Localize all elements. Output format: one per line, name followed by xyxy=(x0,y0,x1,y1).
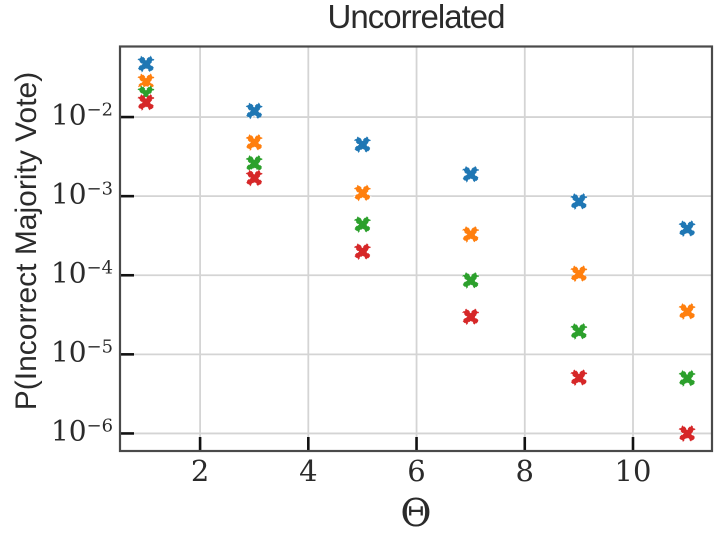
marker-series-red-theta-5 xyxy=(353,242,372,261)
marker-series-red-theta-1 xyxy=(136,92,156,112)
marker-series-green-theta-3 xyxy=(244,154,264,173)
x-tick-label: 6 xyxy=(407,454,426,488)
marker-series-blue-theta-3 xyxy=(244,101,264,121)
y-tick-label: 10−4 xyxy=(50,256,113,290)
marker-series-blue-theta-7 xyxy=(461,164,480,184)
chart-title: Uncorrelated xyxy=(327,0,506,35)
x-tick-label: 8 xyxy=(515,454,534,488)
marker-series-blue-theta-9 xyxy=(569,192,589,211)
marker-series-green-theta-5 xyxy=(353,215,372,234)
marker-series-green-theta-11 xyxy=(677,368,697,388)
marker-series-orange-theta-9 xyxy=(569,264,589,283)
marker-series-red-theta-9 xyxy=(569,368,589,387)
plot-border xyxy=(118,45,714,453)
y-axis-label: P(Incorrect Majority Vote) xyxy=(10,71,43,411)
x-tick-label: 2 xyxy=(190,454,210,488)
marker-series-blue-theta-1 xyxy=(136,54,156,74)
marker-series-blue-theta-5 xyxy=(353,135,372,154)
marker-series-orange-theta-3 xyxy=(244,132,264,152)
marker-series-green-theta-9 xyxy=(569,321,589,341)
x-axis-label: Θ xyxy=(400,491,432,535)
marker-series-red-theta-3 xyxy=(244,168,264,188)
y-tick-label: 10−3 xyxy=(50,177,113,211)
marker-series-orange-theta-11 xyxy=(677,301,697,321)
marker-series-red-theta-7 xyxy=(461,307,480,326)
y-tick-label: 10−6 xyxy=(50,415,113,449)
x-tick-label: 10 xyxy=(614,454,652,488)
marker-series-blue-theta-11 xyxy=(677,219,697,238)
y-tick-label: 10−2 xyxy=(50,98,113,132)
marker-series-orange-theta-5 xyxy=(353,183,372,203)
x-tick-label: 4 xyxy=(299,454,318,488)
marker-series-orange-theta-7 xyxy=(461,224,480,244)
marker-series-green-theta-7 xyxy=(461,270,480,290)
y-tick-label: 10−5 xyxy=(50,335,113,369)
